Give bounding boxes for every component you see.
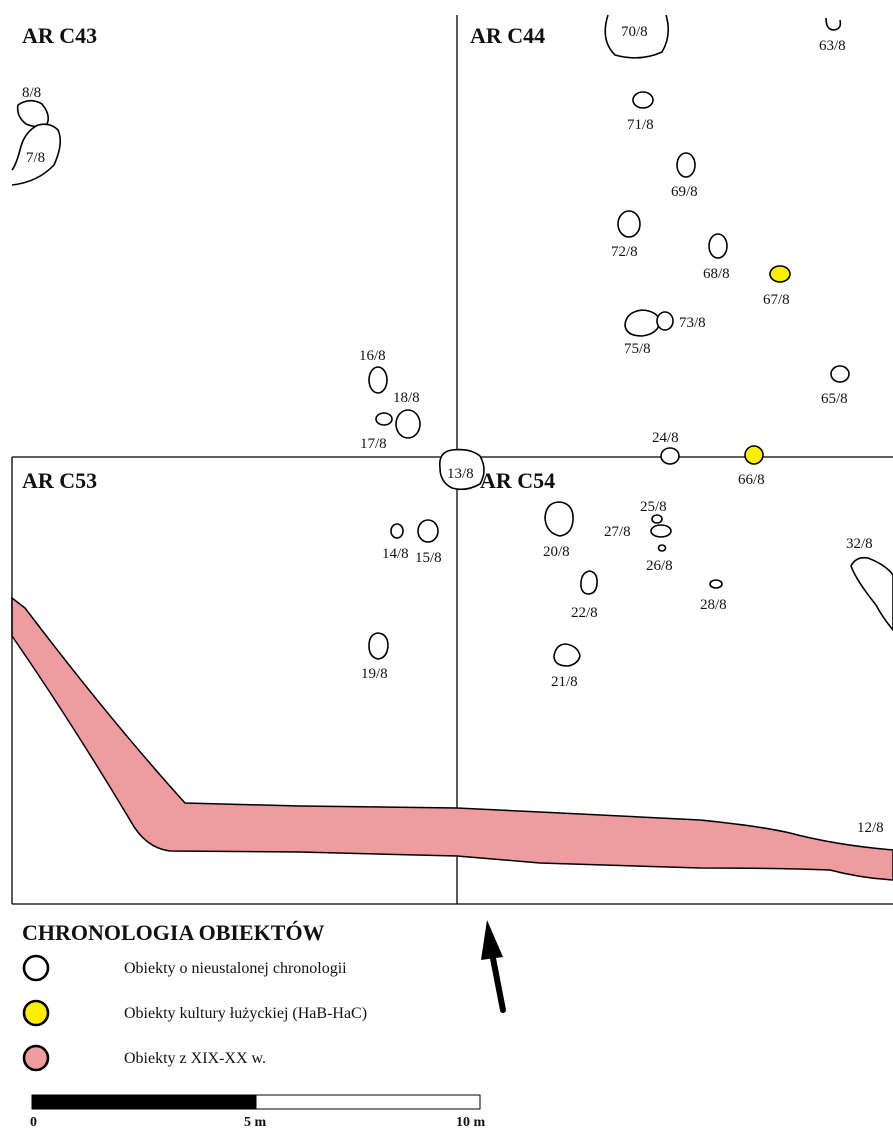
sector-label-c43: AR C43 [22, 23, 97, 48]
feature-13 [438, 448, 485, 491]
legend-swatch-undated [22, 954, 50, 982]
north-arrow-icon [481, 920, 506, 1013]
feature-28 [709, 579, 723, 589]
feature-15 [417, 519, 439, 543]
feature-21 [553, 643, 581, 667]
scale-bar: 0 5 m 10 m [30, 1094, 486, 1128]
feature-27 [650, 524, 672, 538]
modern-ditch-feature [11, 596, 893, 881]
feature-label-72: 72/8 [611, 244, 638, 260]
feature-68 [708, 233, 728, 259]
feature-label-26: 26/8 [646, 558, 673, 574]
feature-73 [656, 311, 674, 331]
feature-66 [744, 445, 764, 465]
feature-72 [617, 210, 641, 238]
feature-label-32: 32/8 [846, 536, 873, 552]
feature-label-12: 12/8 [857, 820, 884, 836]
feature-label-66: 66/8 [738, 472, 765, 488]
feature-label-71: 71/8 [627, 117, 654, 133]
feature-label-8: 8/8 [22, 85, 41, 101]
feature-19 [368, 632, 389, 660]
feature-label-24: 24/8 [652, 430, 679, 446]
feature-18 [395, 409, 421, 439]
feature-label-70: 70/8 [621, 24, 648, 40]
feature-label-16: 16/8 [359, 348, 386, 364]
legend-swatch-lusatian [22, 999, 50, 1027]
feature-label-73: 73/8 [679, 315, 706, 331]
feature-label-75: 75/8 [624, 341, 651, 357]
feature-7 [11, 123, 62, 186]
sector-label-c44: AR C44 [470, 23, 545, 48]
feature-label-25: 25/8 [640, 499, 667, 515]
feature-65 [830, 365, 850, 383]
sector-label-c54: AR C54 [480, 468, 555, 493]
feature-26 [657, 544, 667, 552]
feature-16 [368, 366, 388, 394]
feature-label-22: 22/8 [571, 605, 598, 621]
scale-label-0: 0 [30, 1115, 37, 1128]
feature-label-20: 20/8 [543, 544, 570, 560]
feature-label-15: 15/8 [415, 550, 442, 566]
feature-label-14: 14/8 [382, 546, 409, 562]
feature-14 [390, 523, 404, 539]
feature-label-13: 13/8 [447, 466, 474, 482]
feature-71 [632, 91, 654, 109]
feature-25 [651, 514, 663, 524]
feature-22 [580, 570, 598, 595]
feature-label-27: 27/8 [604, 524, 631, 540]
legend-label-lusatian: Obiekty kultury łużyckiej (HaB-HaC) [124, 1005, 367, 1022]
legend-title: CHRONOLOGIA OBIEKTÓW [22, 920, 325, 945]
feature-8 [16, 99, 50, 128]
feature-70 [604, 14, 670, 59]
sector-label-c53: AR C53 [22, 468, 97, 493]
feature-label-68: 68/8 [703, 266, 730, 282]
feature-20 [544, 501, 574, 537]
feature-label-19: 19/8 [361, 666, 388, 682]
feature-32 [850, 556, 893, 632]
feature-label-17: 17/8 [360, 436, 387, 452]
feature-label-28: 28/8 [700, 597, 727, 613]
legend-swatch-modern [22, 1044, 50, 1072]
scale-label-10m: 10 m [456, 1115, 486, 1128]
feature-17 [375, 412, 393, 426]
legend-label-undated: Obiekty o nieustalonej chronologii [124, 960, 347, 977]
feature-label-65: 65/8 [821, 391, 848, 407]
feature-label-7: 7/8 [26, 150, 45, 166]
feature-label-21: 21/8 [551, 674, 578, 690]
feature-24 [660, 447, 680, 465]
feature-label-63: 63/8 [819, 38, 846, 54]
feature-75 [624, 309, 661, 337]
feature-63 [825, 17, 842, 31]
legend-label-modern: Obiekty z XIX-XX w. [124, 1050, 266, 1067]
feature-label-18: 18/8 [393, 390, 420, 406]
feature-69 [676, 152, 696, 178]
feature-label-69: 69/8 [671, 184, 698, 200]
scale-label-5m: 5 m [244, 1115, 267, 1128]
feature-label-67: 67/8 [763, 292, 790, 308]
feature-67 [769, 265, 791, 283]
